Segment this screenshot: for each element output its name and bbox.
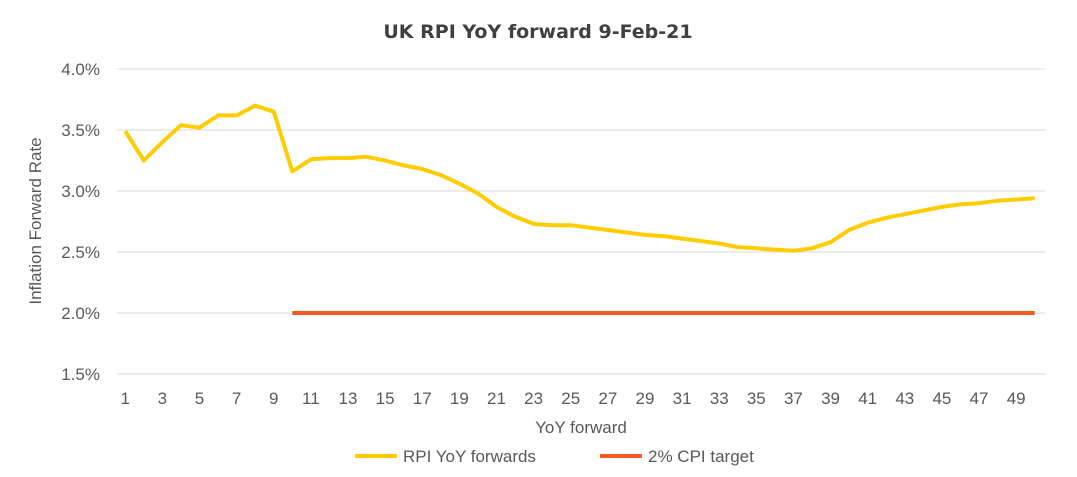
x-tick-label: 5 xyxy=(195,389,204,408)
x-tick-label: 21 xyxy=(487,389,506,408)
x-tick-label: 45 xyxy=(932,389,951,408)
x-tick-label: 13 xyxy=(339,389,358,408)
x-tick-label: 15 xyxy=(376,389,395,408)
x-tick-label: 23 xyxy=(524,389,543,408)
x-tick-label: 25 xyxy=(561,389,580,408)
x-tick-label: 41 xyxy=(858,389,877,408)
y-tick-label: 3.5% xyxy=(61,121,100,140)
y-tick-label: 2.5% xyxy=(61,243,100,262)
y-tick-label: 1.5% xyxy=(61,365,100,384)
y-tick-label: 4.0% xyxy=(61,60,100,79)
x-tick-label: 19 xyxy=(450,389,469,408)
x-tick-label: 35 xyxy=(747,389,766,408)
x-tick-label: 31 xyxy=(673,389,692,408)
x-tick-label: 47 xyxy=(970,389,989,408)
x-tick-label: 7 xyxy=(232,389,241,408)
x-tick-label: 33 xyxy=(710,389,729,408)
x-tick-label: 39 xyxy=(821,389,840,408)
x-tick-label: 9 xyxy=(269,389,278,408)
y-axis-label: Inflation Forward Rate xyxy=(26,137,45,304)
y-tick-label: 2.0% xyxy=(61,304,100,323)
x-tick-label: 43 xyxy=(895,389,914,408)
legend-label: 2% CPI target xyxy=(648,447,754,466)
y-tick-label: 3.0% xyxy=(61,182,100,201)
x-tick-label: 29 xyxy=(635,389,654,408)
x-tick-label: 17 xyxy=(413,389,432,408)
x-tick-label: 1 xyxy=(121,389,130,408)
legend-label: RPI YoY forwards xyxy=(403,447,536,466)
x-tick-label: 49 xyxy=(1007,389,1026,408)
x-axis-label: YoY forward xyxy=(535,418,627,437)
chart-title: UK RPI YoY forward 9-Feb-21 xyxy=(383,21,692,43)
x-tick-label: 37 xyxy=(784,389,803,408)
x-tick-label: 3 xyxy=(158,389,167,408)
x-tick-label: 11 xyxy=(302,389,320,408)
x-tick-label: 27 xyxy=(598,389,617,408)
series-line-rpi-yoy-forwards xyxy=(123,103,1035,253)
